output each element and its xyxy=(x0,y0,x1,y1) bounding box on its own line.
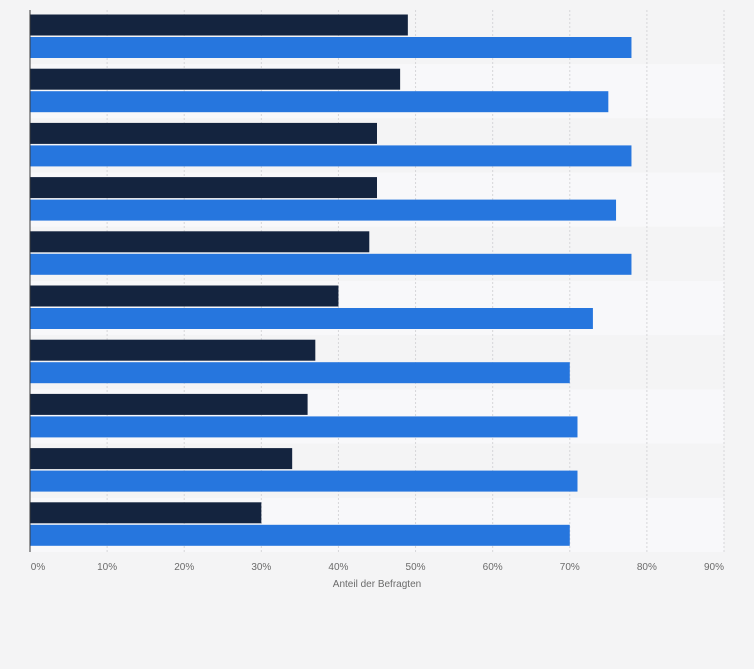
bar-series-2 xyxy=(30,37,632,58)
bar-series-1 xyxy=(30,231,370,253)
bar-series-2 xyxy=(30,416,578,438)
bar-series-1 xyxy=(30,448,293,470)
bar-series-1 xyxy=(30,177,377,199)
x-axis-title: Anteil der Befragten xyxy=(333,579,421,590)
x-tick-label: 70% xyxy=(560,562,580,573)
bar-series-2 xyxy=(30,470,578,492)
bar-series-2 xyxy=(30,362,570,384)
x-tick-labels: 0% 10% 20% 30% 40% 50% 60% 70% 80% 90% xyxy=(31,562,724,573)
x-tick-label: 60% xyxy=(483,562,503,573)
bar-series-2 xyxy=(30,91,609,113)
bar-series-1 xyxy=(30,339,316,361)
bar-series-2 xyxy=(30,145,632,167)
x-tick-label: 40% xyxy=(328,562,348,573)
x-tick-label: 30% xyxy=(251,562,271,573)
bar-series-2 xyxy=(30,308,593,329)
bar-series-2 xyxy=(30,199,617,221)
x-tick-label: 80% xyxy=(637,562,657,573)
bar-series-1 xyxy=(30,122,377,144)
x-tick-label: 50% xyxy=(406,562,426,573)
bar-series-1 xyxy=(30,285,339,307)
bars xyxy=(30,14,632,546)
x-tick-label: 0% xyxy=(31,562,46,573)
bar-series-1 xyxy=(30,68,401,90)
bar-series-1 xyxy=(30,502,262,524)
x-tick-label: 10% xyxy=(97,562,117,573)
x-tick-label: 90% xyxy=(704,562,724,573)
bar-series-2 xyxy=(30,253,632,275)
bar-series-1 xyxy=(30,393,308,415)
x-tick-label: 20% xyxy=(174,562,194,573)
bar-series-2 xyxy=(30,524,570,546)
bar-series-1 xyxy=(30,14,408,36)
